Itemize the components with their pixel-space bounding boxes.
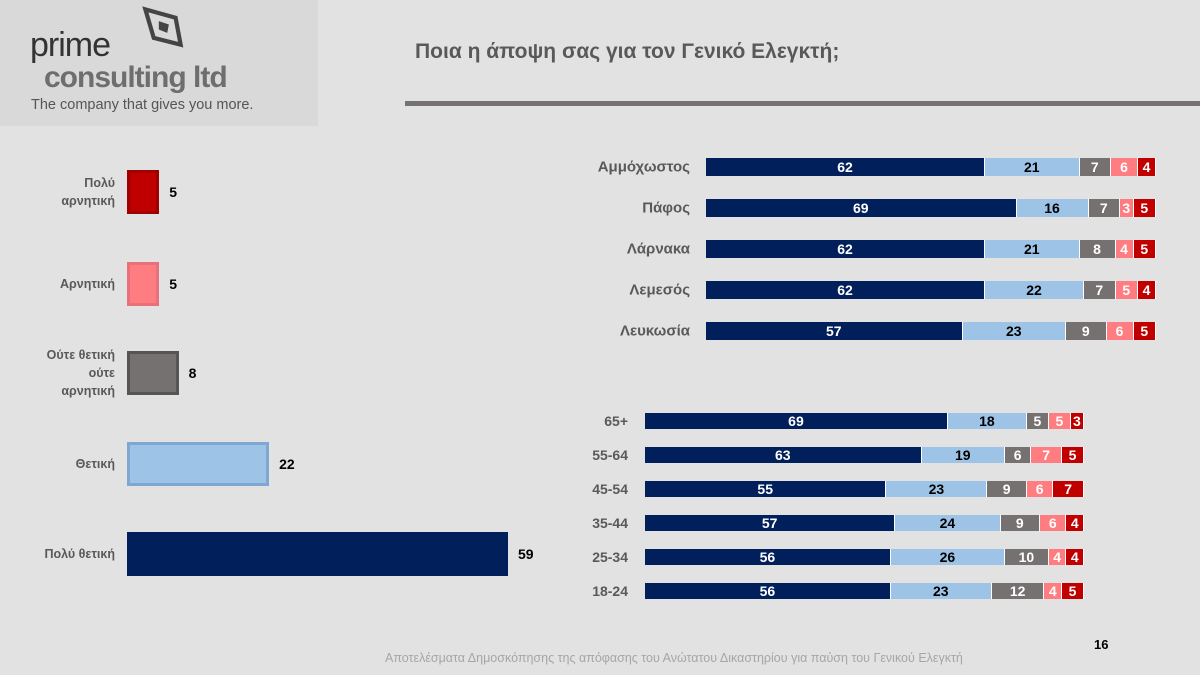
- category-label: Αμμόχωστος: [597, 158, 690, 176]
- bar-segment: 57: [706, 322, 963, 340]
- data-label: 5: [169, 276, 178, 292]
- bar: [127, 442, 270, 486]
- bar-segment: 4: [1044, 583, 1063, 599]
- title-divider: [405, 101, 1200, 106]
- bar-segment: 6: [1026, 481, 1054, 497]
- bar-segment: 5: [1133, 240, 1156, 258]
- bar-segment: 4: [1048, 549, 1067, 565]
- bar-segment: 55: [645, 481, 887, 497]
- category-label: Πολύ αρνητική: [61, 176, 115, 208]
- bar-segment: 7: [1053, 481, 1084, 497]
- bar-segment: 5: [1133, 322, 1156, 340]
- bar-segment: 56: [645, 549, 891, 565]
- category-label: Πολύ θετική: [44, 547, 115, 561]
- bar-segment: 5: [1133, 199, 1156, 217]
- bar-segment: 23: [962, 322, 1066, 340]
- bar-segment: 4: [1115, 240, 1134, 258]
- bar-segment: 16: [1016, 199, 1089, 217]
- bar-segment: 7: [1084, 281, 1116, 299]
- bar-segment: 62: [706, 281, 985, 299]
- bar-segment: 63: [645, 447, 922, 463]
- category-label: Θετική: [75, 457, 115, 471]
- category-label: 65+: [604, 413, 628, 429]
- data-label: 22: [279, 456, 295, 472]
- bar-segment: 24: [895, 515, 1001, 531]
- company-logo: prime consulting ltd The company that gi…: [0, 0, 318, 126]
- bar-segment: 23: [886, 481, 988, 497]
- bar-segment: 6: [1004, 447, 1032, 463]
- category-label: 55-64: [592, 447, 628, 463]
- bar-segment: 4: [1066, 549, 1084, 565]
- bar-segment: 9: [987, 481, 1027, 497]
- bar-segment: 5: [1062, 583, 1084, 599]
- bar-segment: 21: [985, 158, 1080, 176]
- bar-segment: 19: [921, 447, 1005, 463]
- data-label: 8: [188, 365, 197, 381]
- logo-tagline: The company that gives you more.: [31, 97, 254, 113]
- bar-segment: 57: [645, 515, 896, 531]
- bar-segment: 4: [1138, 281, 1156, 299]
- bar-segment: 7: [1079, 158, 1111, 176]
- bar-segment: 23: [890, 583, 992, 599]
- category-label: 45-54: [592, 481, 628, 497]
- logo-text-prime: prime: [30, 26, 111, 64]
- bar-segment: 69: [645, 413, 948, 429]
- bar: [127, 170, 160, 214]
- bar-segment: 6: [1040, 515, 1067, 531]
- bar-segment: 18: [947, 413, 1027, 429]
- category-label: 35-44: [592, 515, 628, 531]
- bar-segment: 12: [991, 583, 1045, 599]
- category-label: 25-34: [592, 549, 628, 565]
- bar-segment: 10: [1004, 549, 1049, 565]
- bar-segment: 26: [890, 549, 1005, 565]
- category-label: Λάρνακα: [626, 240, 690, 258]
- bar-segment: 56: [645, 583, 891, 599]
- bar-segment: 9: [1066, 322, 1107, 340]
- page-number: 16: [1094, 637, 1109, 652]
- bar-segment: 8: [1079, 240, 1116, 258]
- category-label: Αρνητική: [59, 277, 115, 291]
- category-label: Λεμεσός: [629, 281, 690, 299]
- category-label: 18-24: [592, 583, 628, 599]
- category-label: Λευκωσία: [619, 322, 690, 340]
- logo-text-consulting: consulting ltd: [44, 61, 228, 94]
- data-label: 59: [518, 546, 534, 562]
- slide-title: Ποια η άποψη σας για τον Γενικό Ελεγκτή;: [415, 40, 840, 63]
- bar-segment: 9: [1000, 515, 1041, 531]
- category-label: Ούτε θετική ούτε αρνητική: [46, 348, 115, 398]
- category-label: Πάφος: [642, 199, 690, 217]
- bar-segment: 5: [1115, 281, 1138, 299]
- bar-segment: 21: [985, 240, 1080, 258]
- bar-segment: 6: [1111, 158, 1138, 176]
- bar-segment: 5: [1062, 447, 1084, 463]
- bar-segment: 69: [706, 199, 1017, 217]
- bar-segment: 4: [1066, 515, 1084, 531]
- bar: [127, 262, 160, 306]
- bar-segment: 22: [985, 281, 1084, 299]
- bar-segment: 3: [1120, 199, 1134, 217]
- bar-segment: 5: [1048, 413, 1071, 429]
- footer-text: Αποτελέσματα Δημοσκόπησης της απόφασης τ…: [385, 651, 963, 665]
- bar-segment: 5: [1026, 413, 1049, 429]
- bar-segment: 62: [706, 158, 985, 176]
- bar-segment: 62: [706, 240, 985, 258]
- bar-segment: 7: [1031, 447, 1063, 463]
- logo-star-icon: [142, 6, 184, 48]
- bar: [127, 351, 179, 395]
- data-label: 5: [169, 184, 178, 200]
- bar-segment: 3: [1070, 413, 1084, 429]
- bar-segment: 6: [1106, 322, 1134, 340]
- bar: [127, 532, 508, 576]
- bar-segment: 7: [1088, 199, 1120, 217]
- bar-segment: 4: [1138, 158, 1156, 176]
